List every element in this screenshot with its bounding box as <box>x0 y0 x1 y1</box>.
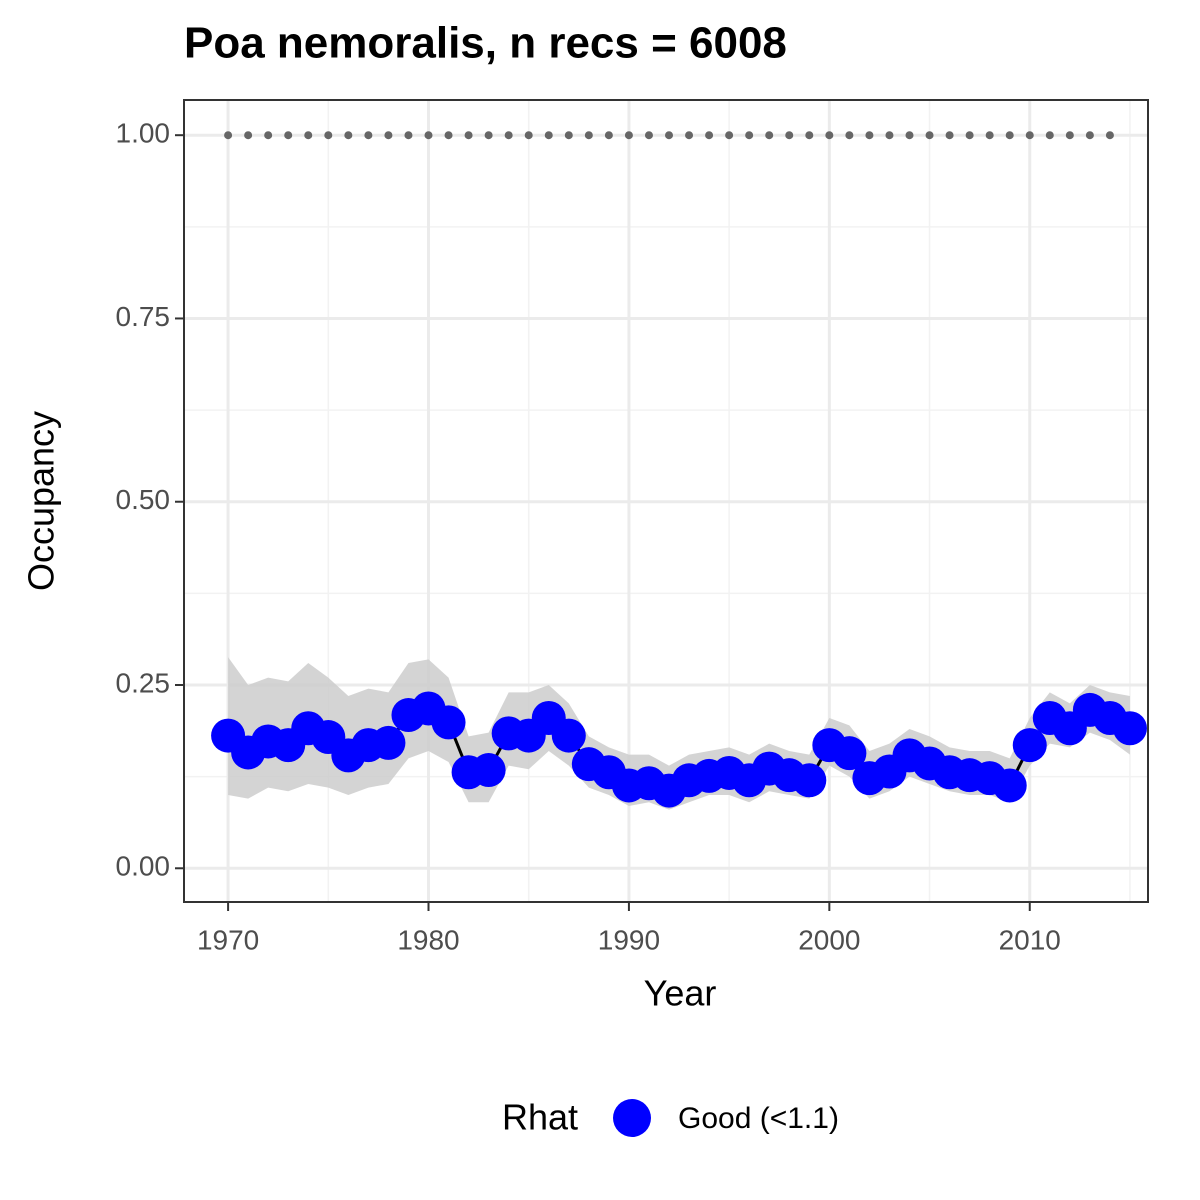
point <box>992 768 1027 803</box>
y-axis-label: Occupancy <box>21 411 62 591</box>
legend-title: Rhat <box>502 1097 578 1138</box>
point <box>371 725 406 760</box>
point <box>551 718 586 753</box>
point <box>431 705 466 740</box>
x-tick-label: 1970 <box>197 924 259 955</box>
x-tick-label: 1980 <box>397 924 459 955</box>
legend-label: Good (<1.1) <box>678 1102 839 1135</box>
y-tick-label: 1.00 <box>116 118 171 149</box>
point <box>832 736 867 771</box>
y-tick-label: 0.25 <box>116 667 171 698</box>
point <box>792 763 827 798</box>
y-tick-label: 0.00 <box>116 851 171 882</box>
x-axis-label: Year <box>644 973 717 1014</box>
x-tick-label: 1990 <box>598 924 660 955</box>
point <box>471 753 506 788</box>
x-tick-label: 2010 <box>999 924 1061 955</box>
point <box>1012 728 1047 763</box>
y-tick-label: 0.50 <box>116 484 171 515</box>
plot-border <box>183 99 1149 903</box>
point <box>1112 711 1147 746</box>
legend-key <box>613 1099 651 1137</box>
y-tick-label: 0.75 <box>116 301 171 332</box>
chart-title: Poa nemoralis, n recs = 6008 <box>184 19 787 68</box>
x-tick-label: 2000 <box>798 924 860 955</box>
